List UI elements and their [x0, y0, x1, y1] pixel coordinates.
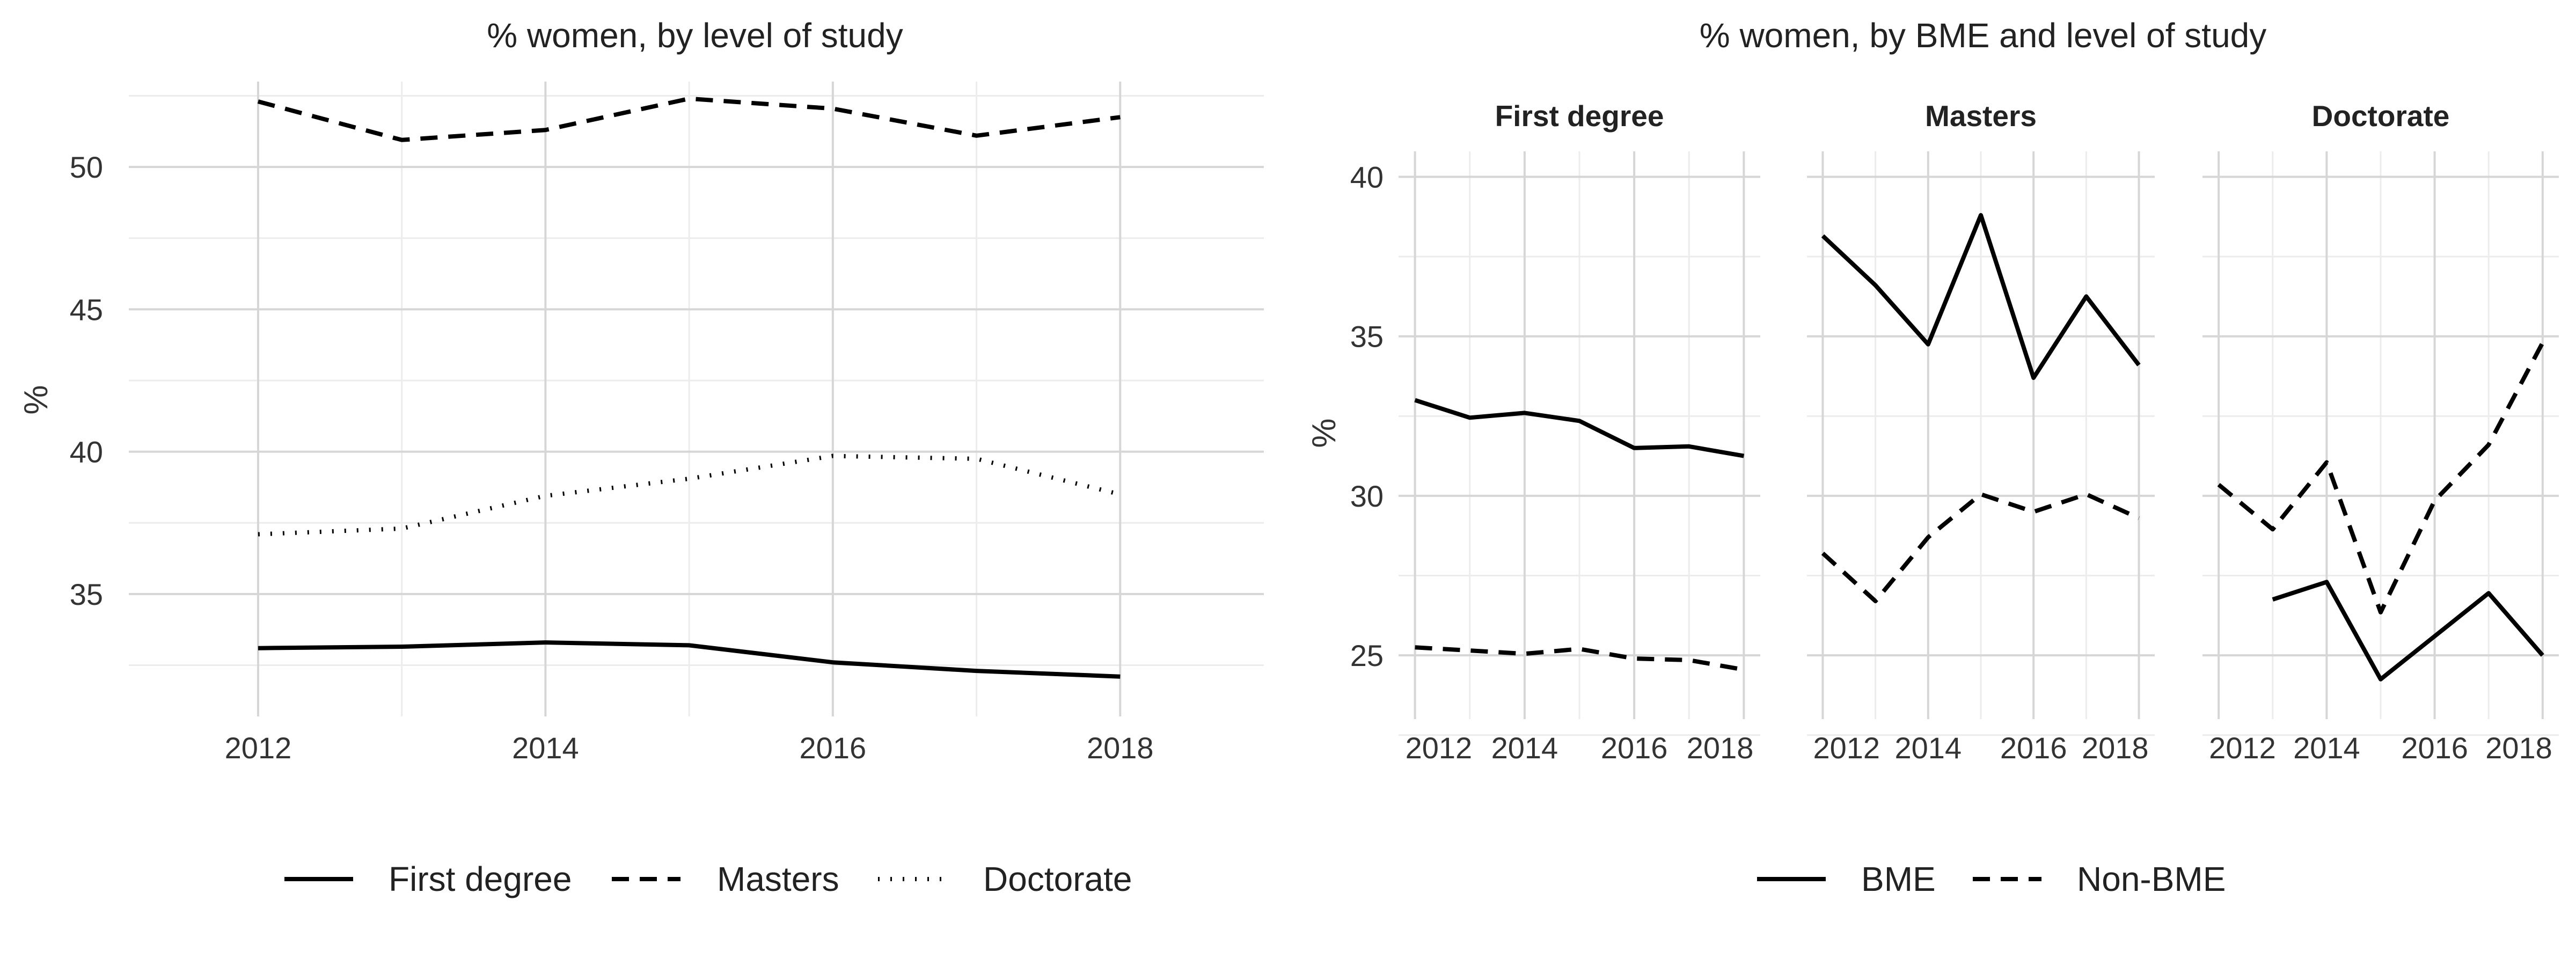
facet-strip-label: Masters [1925, 99, 2037, 133]
facet-first-degree-x-tick-label: 2014 [1491, 731, 1558, 765]
facet-masters-x-tick-label: 2016 [2000, 731, 2067, 765]
left-chart-title: % women, by level of study [487, 16, 903, 55]
facet-doctorate-x-tick-label: 2014 [2293, 731, 2360, 765]
facet-doctorate-x-tick-label: 2018 [2485, 731, 2552, 765]
facet-first-degree-y-tick-label: 25 [1350, 639, 1384, 672]
right-chart-title: % women, by BME and level of study [1700, 16, 2267, 55]
facet-first-degree-x-tick-label: 2012 [1406, 731, 1473, 765]
series-layer [257, 96, 2545, 682]
left-y-tick-label: 35 [70, 577, 103, 611]
left-y-tick-label: 40 [70, 435, 103, 469]
facet-first-degree-y-tick-label: 40 [1350, 160, 1384, 194]
facet-first-degree-x-tick-label: 2018 [1687, 731, 1754, 765]
legend-label-masters: Masters [717, 860, 839, 898]
left-y-tick-label: 45 [70, 292, 103, 326]
left-line-masters [257, 96, 1121, 142]
left-x-tick-label: 2014 [512, 731, 579, 765]
facet-masters-x-tick-label: 2012 [1813, 731, 1880, 765]
facet-masters-x-tick-label: 2018 [2082, 731, 2149, 765]
facet-first-degree-y-tick-label: 35 [1350, 320, 1384, 354]
facet-masters-x-tick-label: 2014 [1895, 731, 1962, 765]
facet-strip-label: Doctorate [2312, 99, 2450, 133]
left-x-tick-label: 2018 [1087, 731, 1154, 765]
facet-doctorate-x-tick-label: 2016 [2401, 731, 2468, 765]
legend-label-bme: BME [1861, 860, 1936, 898]
left-y-tick-label: 50 [70, 150, 103, 184]
facet-first-degree-y-tick-label: 30 [1350, 479, 1384, 513]
left-x-tick-label: 2016 [800, 731, 867, 765]
legend-label-first-degree: First degree [389, 860, 572, 898]
facet-doctorate-line-non-bme [2217, 341, 2545, 614]
facet-doctorate-line-bme [2272, 580, 2544, 682]
facet-first-degree-x-tick-label: 2016 [1601, 731, 1668, 765]
left-y-axis-label: % [18, 385, 55, 414]
facet-masters-line-bme [1821, 213, 2141, 380]
facet-first-degree-line-bme [1414, 398, 1745, 458]
legend-label-doctorate: Doctorate [983, 860, 1132, 898]
facet-doctorate-x-tick-label: 2012 [2209, 731, 2276, 765]
grid-layer [129, 82, 2559, 736]
left-x-tick-label: 2012 [225, 731, 292, 765]
facet-masters-line-non-bme [1821, 492, 2140, 604]
left-line-first-degree [258, 640, 1121, 679]
right-y-axis-label: % [1306, 418, 1343, 448]
facet-strip-label: First degree [1495, 99, 1664, 133]
legend-layer: First degree Masters Doctorate BME Non-BME [284, 860, 2226, 898]
text-layer: % women, by level of study % women, by B… [18, 16, 2552, 765]
legend-label-non-bme: Non-BME [2077, 860, 2226, 898]
